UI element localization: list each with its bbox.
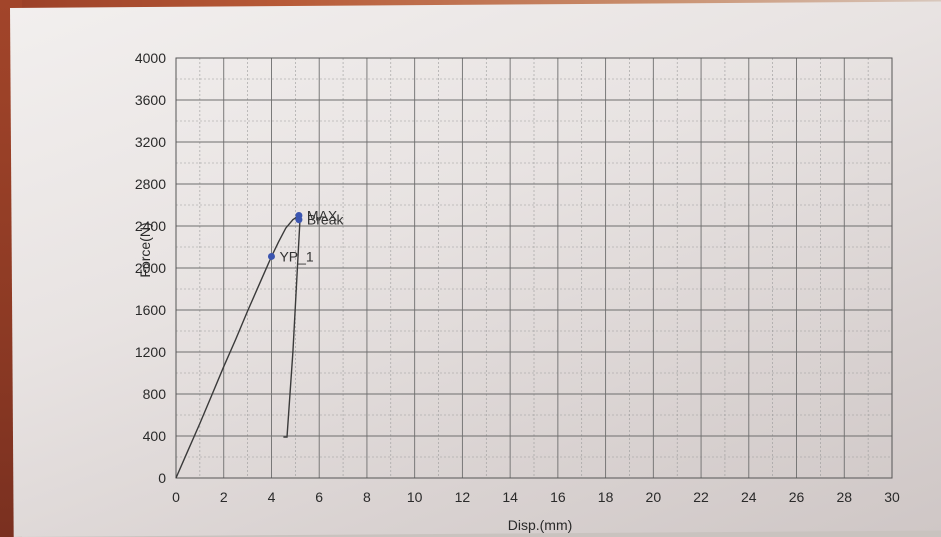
y-tick-label: 2400 — [135, 218, 166, 234]
y-tick-labels: 0 400 800 1200 1600 2000 2400 2800 3200 3600 4000 — [135, 50, 166, 486]
annotation-marker-yp-1 — [267, 252, 275, 260]
x-tick-label: 18 — [598, 489, 614, 505]
x-tick-label: 28 — [836, 489, 852, 505]
x-tick-label: 4 — [268, 489, 276, 505]
x-tick-label: 26 — [789, 489, 805, 505]
y-tick-label: 800 — [143, 386, 167, 402]
annotation-label-yp-1: YP_1 — [279, 248, 313, 264]
x-axis-title: Disp.(mm) — [508, 517, 573, 533]
x-tick-label: 22 — [693, 489, 709, 505]
force-curve — [175, 214, 301, 479]
x-tick-label: 10 — [407, 489, 423, 505]
x-tick-label: 8 — [363, 489, 371, 505]
x-tick-label: 14 — [502, 489, 518, 505]
y-tick-label: 2000 — [135, 260, 166, 276]
x-tick-label: 0 — [172, 489, 180, 505]
x-tick-label: 2 — [220, 489, 228, 505]
annotation-label-max: MAX — [307, 208, 338, 224]
y-tick-label: 1600 — [135, 302, 166, 318]
x-tick-label: 20 — [646, 489, 662, 505]
y-tick-label: 1200 — [135, 344, 166, 360]
y-tick-label: 3600 — [135, 92, 166, 108]
annotation-label-break: Break — [307, 212, 345, 228]
y-tick-label: 3200 — [135, 134, 166, 150]
y-tick-label: 4000 — [135, 50, 166, 66]
annotation-marker-break — [295, 216, 303, 224]
y-tick-label: 2800 — [135, 176, 166, 192]
x-tick-label: 6 — [315, 489, 323, 505]
x-tick-label: 12 — [455, 489, 471, 505]
x-tick-label: 24 — [741, 489, 757, 505]
plot-frame — [175, 57, 893, 479]
x-tick-labels: 0 2 4 6 8 10 12 14 16 18 20 22 24 26 28 30 — [172, 489, 900, 505]
x-tick-label: 16 — [550, 489, 566, 505]
y-tick-label: 0 — [158, 470, 166, 486]
y-tick-label: 400 — [143, 428, 167, 444]
x-tick-label: 30 — [884, 489, 900, 505]
y-axis-title: Force(N) — [137, 222, 153, 277]
